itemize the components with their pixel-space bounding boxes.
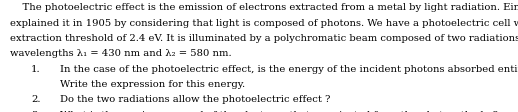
- Text: wavelengths λ₁ = 430 nm and λ₂ = 580 nm.: wavelengths λ₁ = 430 nm and λ₂ = 580 nm.: [10, 49, 232, 58]
- Text: 1.: 1.: [31, 64, 41, 73]
- Text: Do the two radiations allow the photoelectric effect ?: Do the two radiations allow the photoele…: [60, 95, 330, 104]
- Text: In the case of the photoelectric effect, is the energy of the incident photons a: In the case of the photoelectric effect,…: [60, 64, 518, 73]
- Text: What is the maximum speed of the electrons that are ejected from the photocathod: What is the maximum speed of the electro…: [60, 110, 498, 112]
- Text: Write the expression for this energy.: Write the expression for this energy.: [60, 80, 244, 88]
- Text: The photoelectric effect is the emission of electrons extracted from a metal by : The photoelectric effect is the emission…: [10, 3, 518, 12]
- Text: extraction threshold of 2.4 eV. It is illuminated by a polychromatic beam compos: extraction threshold of 2.4 eV. It is il…: [10, 34, 518, 43]
- Text: explained it in 1905 by considering that light is composed of photons. We have a: explained it in 1905 by considering that…: [10, 18, 518, 27]
- Text: 3.: 3.: [31, 110, 40, 112]
- Text: 2.: 2.: [31, 95, 40, 104]
